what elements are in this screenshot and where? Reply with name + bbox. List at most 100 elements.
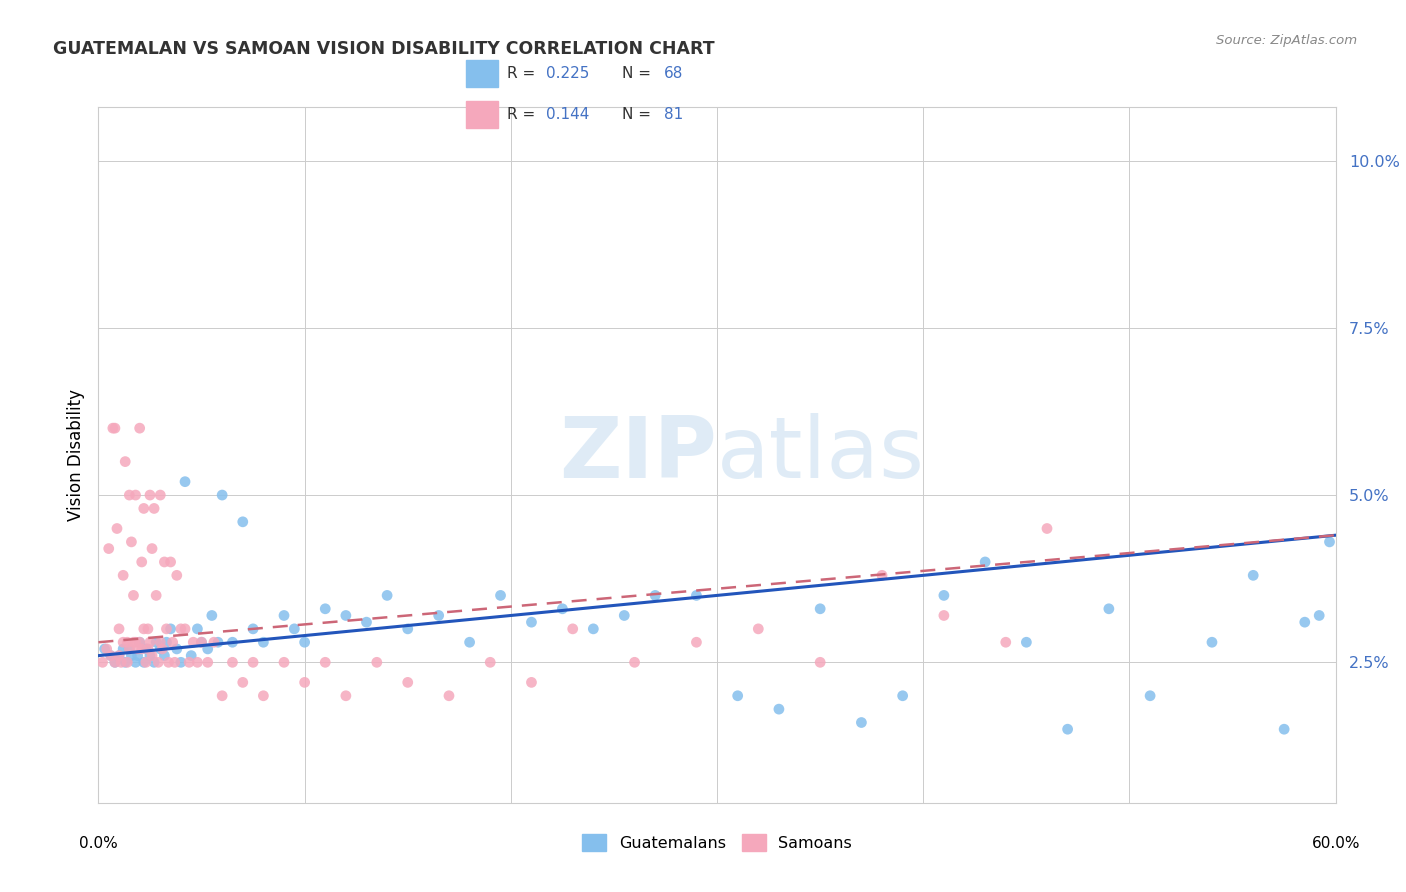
Point [613,608,636,623]
Point [166,568,188,582]
Point [108,648,131,663]
Point [458,635,481,649]
Point [131,555,153,569]
Point [120,648,142,663]
Point [974,555,997,569]
Point [207,635,229,649]
Point [132,622,155,636]
Point [135,655,157,669]
Point [149,642,172,657]
Point [180,648,202,663]
Point [221,655,243,669]
Point [232,675,254,690]
Point [685,589,707,603]
Point [132,501,155,516]
Point [221,635,243,649]
Point [163,655,186,669]
Point [932,589,955,603]
Text: GUATEMALAN VS SAMOAN VISION DISABILITY CORRELATION CHART: GUATEMALAN VS SAMOAN VISION DISABILITY C… [53,40,716,58]
Point [117,635,139,649]
Point [197,642,219,657]
Point [139,648,162,663]
Point [932,608,955,623]
Point [91,655,114,669]
Point [891,689,914,703]
Point [273,655,295,669]
Text: N =: N = [623,66,657,80]
Point [104,655,127,669]
Point [197,655,219,669]
Point [283,622,305,636]
Point [148,655,170,669]
Point [685,635,707,649]
Point [127,648,149,663]
Point [1056,723,1078,737]
Point [159,622,181,636]
Point [186,622,208,636]
Text: R =: R = [508,107,540,121]
Point [127,642,149,657]
Point [100,648,122,663]
Point [314,601,336,615]
Point [114,455,136,469]
Point [141,648,163,663]
Point [108,648,131,663]
Point [489,589,512,603]
Point [162,635,184,649]
Point [153,648,176,663]
Point [136,622,159,636]
Y-axis label: Vision Disability: Vision Disability [66,389,84,521]
Point [232,515,254,529]
Point [294,635,316,649]
Point [150,642,173,657]
Text: 0.0%: 0.0% [79,837,118,851]
Point [437,689,460,703]
Point [242,655,264,669]
Point [623,655,645,669]
Point [1241,568,1264,582]
Point [132,655,155,669]
Bar [465,101,498,128]
Point [294,675,316,690]
Point [124,635,146,649]
Point [427,608,450,623]
Point [1139,689,1161,703]
Text: N =: N = [623,107,657,121]
Point [157,655,180,669]
Point [520,675,543,690]
Point [139,635,162,649]
Point [155,622,177,636]
Point [375,589,398,603]
Text: atlas: atlas [717,413,925,497]
Point [104,655,127,669]
Point [190,635,212,649]
Point [145,635,167,649]
Point [170,655,193,669]
Text: 81: 81 [664,107,683,121]
Point [561,622,583,636]
Point [747,622,769,636]
Point [190,635,212,649]
Point [136,642,159,657]
Point [870,568,893,582]
Point [727,689,749,703]
Point [1272,723,1295,737]
Point [202,635,225,649]
Point [112,635,135,649]
Legend: Guatemalans, Samoans: Guatemalans, Samoans [575,828,859,857]
Point [520,615,543,630]
Point [122,635,145,649]
Text: Source: ZipAtlas.com: Source: ZipAtlas.com [1216,34,1357,47]
Point [479,655,502,669]
Point [112,642,135,657]
Point [124,488,146,502]
Point [211,488,233,502]
Point [149,488,172,502]
Point [186,655,208,669]
Point [994,635,1017,649]
Point [118,642,141,657]
Point [145,589,167,603]
Point [174,475,197,489]
Point [105,521,128,535]
Point [124,655,146,669]
